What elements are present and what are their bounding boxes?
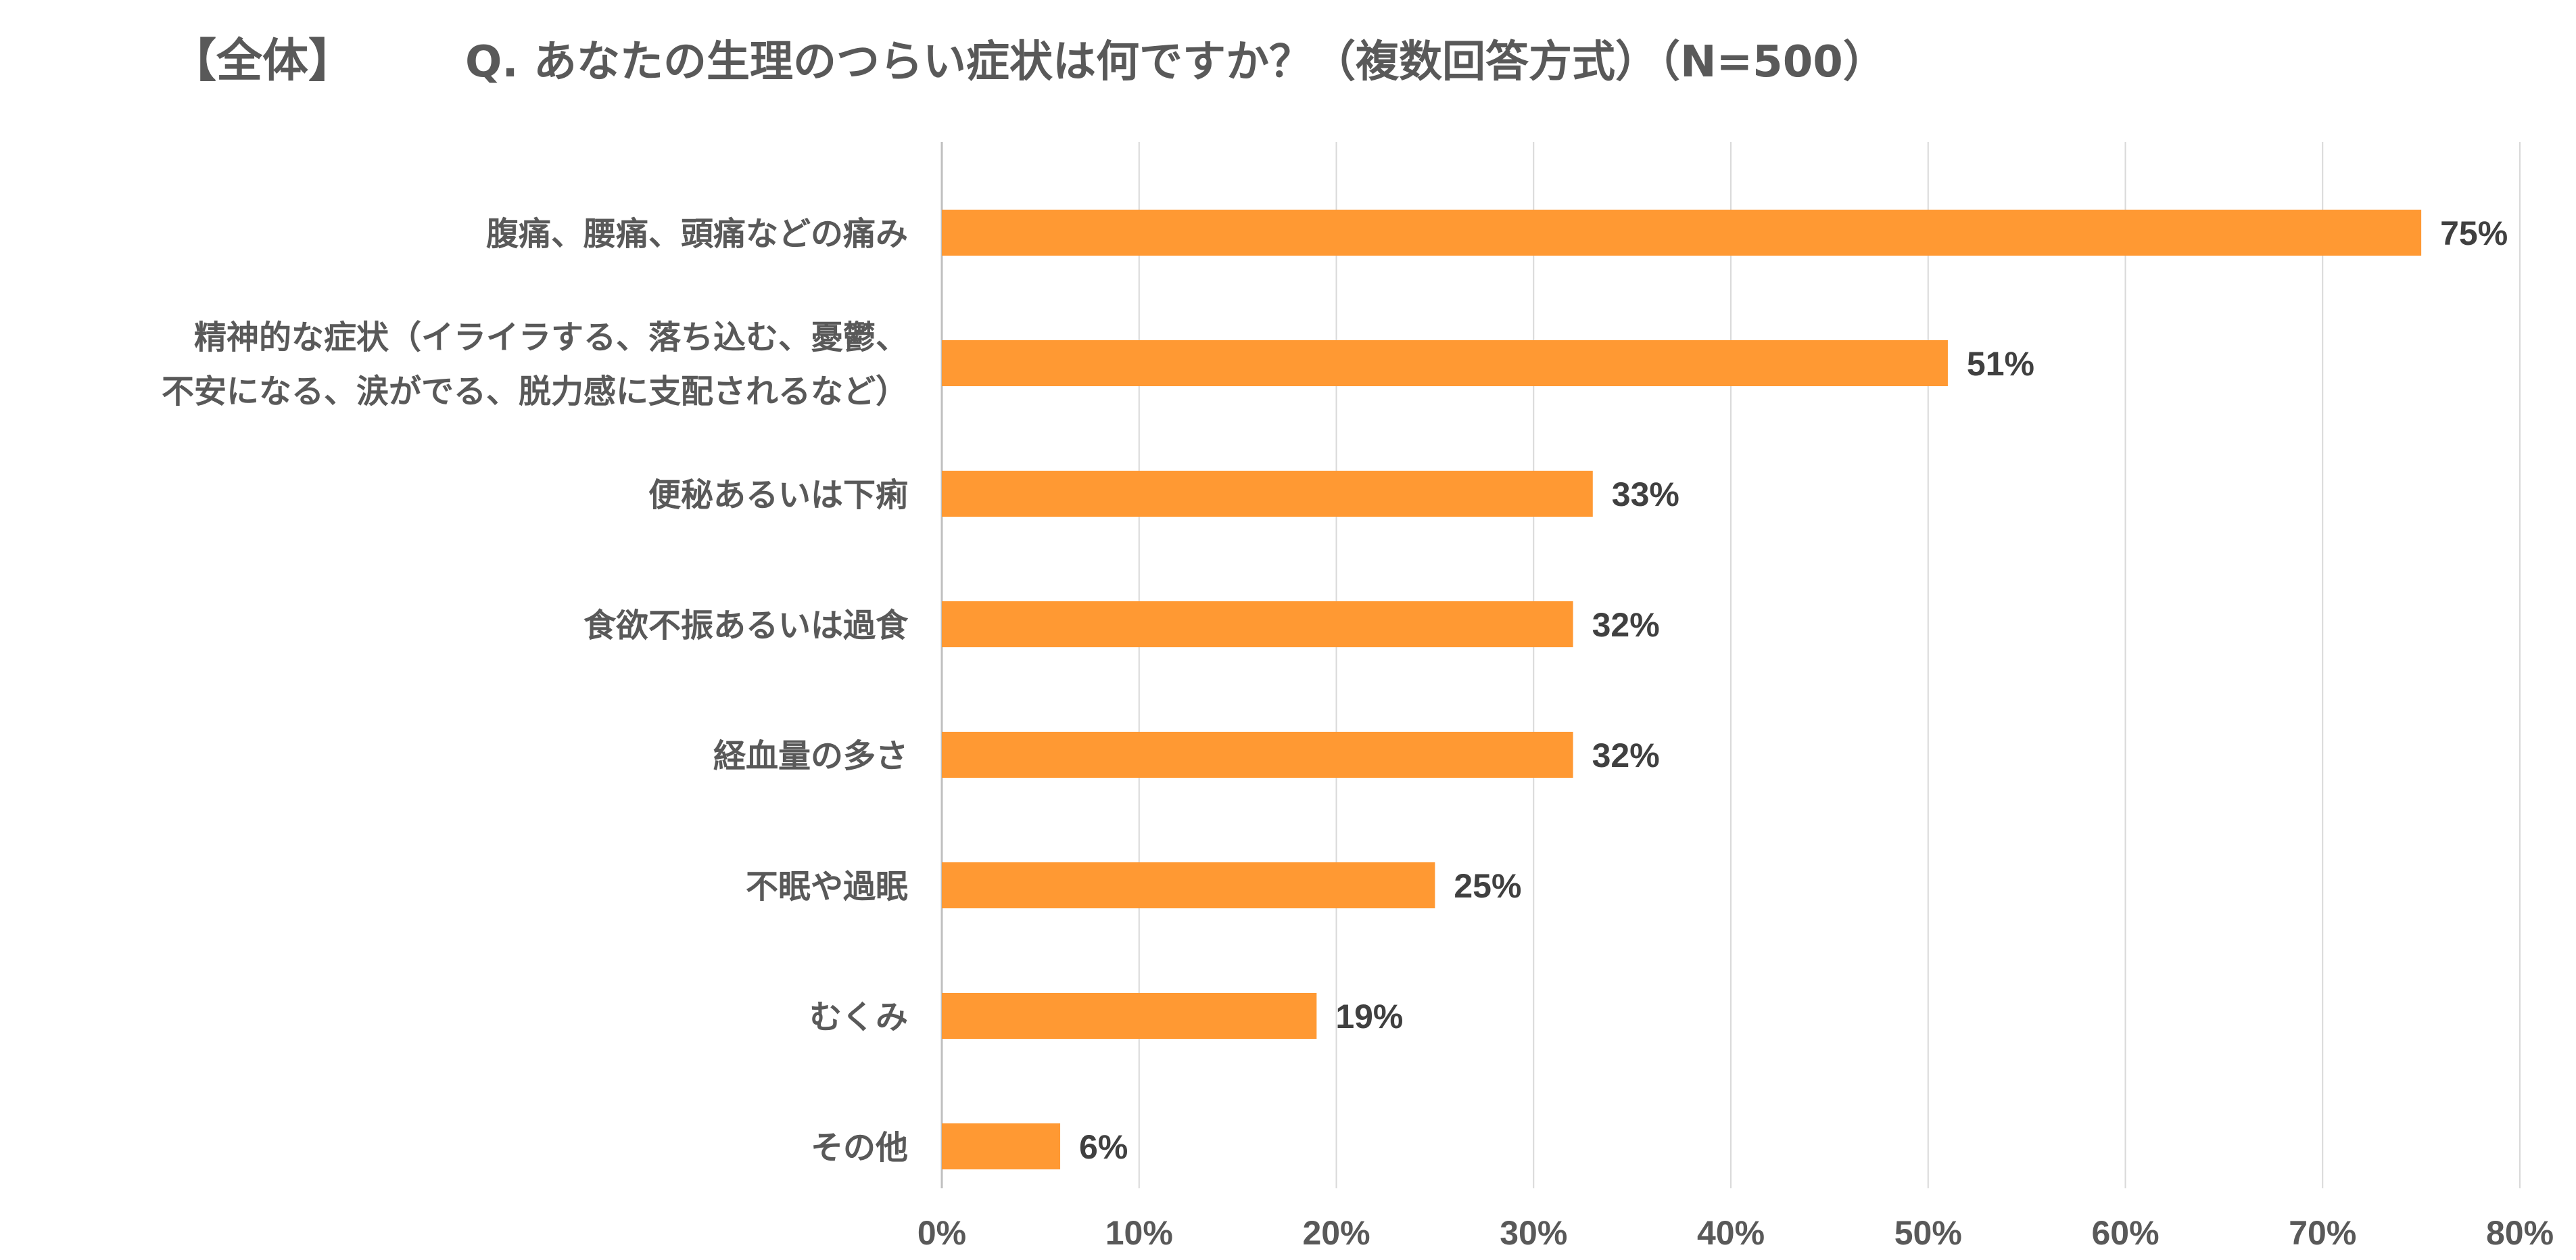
category-label: その他 <box>811 1129 908 1167</box>
x-tick-label: 80% <box>2486 1214 2554 1252</box>
bar <box>942 340 1948 386</box>
x-tick-label: 60% <box>2091 1214 2159 1252</box>
x-tick-label: 50% <box>1894 1214 1962 1252</box>
x-tick-label: 20% <box>1302 1214 1370 1252</box>
category-label: 便秘あるいは下痢 <box>648 476 908 514</box>
chart-title: Q. あなたの生理のつらい症状は何ですか？（複数回答方式）（N=500） <box>465 37 1886 87</box>
x-tick-label: 30% <box>1500 1214 1567 1252</box>
bar <box>942 471 1593 517</box>
data-label: 75% <box>2440 214 2508 252</box>
data-label: 6% <box>1079 1128 1128 1166</box>
data-label: 51% <box>1967 345 2034 383</box>
x-tick-label: 70% <box>2289 1214 2356 1252</box>
data-label: 25% <box>1454 867 1521 905</box>
category-labels: 腹痛、腰痛、頭痛などの痛み精神的な症状（イライラする、落ち込む、憂鬱、不安になる… <box>162 215 909 1167</box>
category-label: 腹痛、腰痛、頭痛などの痛み <box>486 215 908 253</box>
bar <box>942 862 1435 908</box>
bar <box>942 601 1573 647</box>
bars <box>942 210 2422 1169</box>
category-label: 経血量の多さ <box>713 737 908 775</box>
data-label: 32% <box>1592 606 1660 644</box>
data-label: 19% <box>1335 998 1403 1035</box>
category-label: 不眠や過眠 <box>746 868 908 906</box>
category-label: むくみ <box>809 998 908 1036</box>
x-tick-label: 10% <box>1105 1214 1173 1252</box>
x-axis-ticks: 0% 10% 20% 30% 40% 50% 60% 70% 80% <box>917 1214 2554 1252</box>
category-label: 不安になる、涙がでる、脱力感に支配されるなど） <box>162 373 908 411</box>
bar <box>942 210 2422 256</box>
bar <box>942 993 1317 1039</box>
gridlines <box>940 142 2521 1188</box>
data-label: 32% <box>1592 737 1660 774</box>
data-labels: 75% 51% 33% 32% 32% 25% 19% 6% <box>1079 214 2508 1166</box>
category-label: 精神的な症状（イライラする、落ち込む、憂鬱、 <box>194 319 908 356</box>
x-tick-label: 0% <box>917 1214 966 1252</box>
data-label: 33% <box>1612 475 1679 513</box>
bar <box>942 1123 1061 1169</box>
bar <box>942 732 1573 778</box>
category-label: 食欲不振あるいは過食 <box>583 607 909 645</box>
chart-title-tag: 【全体】 <box>170 34 354 88</box>
x-tick-label: 40% <box>1697 1214 1765 1252</box>
